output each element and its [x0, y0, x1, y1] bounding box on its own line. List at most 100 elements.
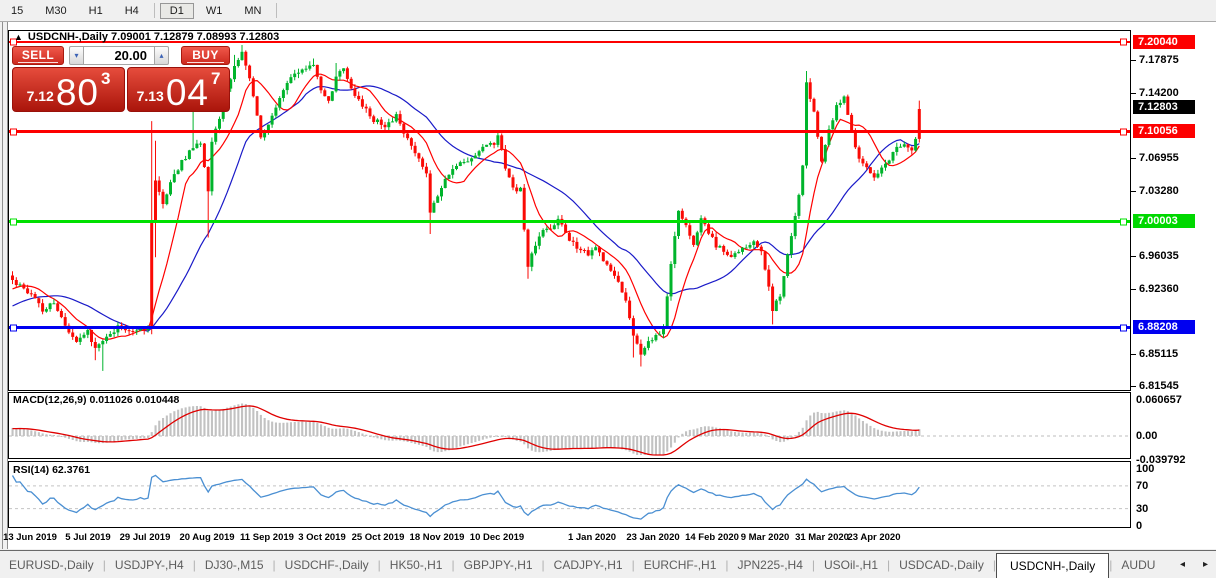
chart-collapse-icon[interactable]: ▲ [14, 32, 23, 42]
rsi-panel-frame [8, 461, 1131, 528]
date-label: 18 Nov 2019 [409, 532, 465, 543]
price-badge-7.00003: 7.00003 [1133, 214, 1195, 229]
toolbar-separator [153, 3, 155, 18]
price-badge-6.88208: 6.88208 [1133, 320, 1195, 334]
date-label: 20 Aug 2019 [179, 532, 235, 543]
price-tick: 6.85115 [1130, 347, 1179, 360]
date-label: 5 Jul 2019 [65, 532, 111, 543]
tab-hk50-h1[interactable]: HK50-,H1 [389, 558, 443, 572]
buy-price-sup: 7 [210, 69, 221, 88]
price-badge-7.10056: 7.10056 [1133, 124, 1195, 139]
macd-indicator-chart[interactable] [9, 393, 1130, 458]
tab-separator: | [1109, 558, 1113, 572]
buy-price-small: 7.13 [136, 88, 164, 104]
timeframe-h4[interactable]: H4 [124, 4, 139, 17]
date-label: 25 Oct 2019 [351, 532, 405, 543]
rsi-axis-label: 100 [1136, 463, 1155, 475]
sell-price-small: 7.12 [26, 88, 54, 104]
tab-audu[interactable]: AUDU [1121, 558, 1156, 572]
horizontal-line-support-7.00003[interactable] [9, 220, 1130, 224]
macd-axis-label: 0.060657 [1136, 394, 1182, 406]
tab-separator: | [102, 558, 106, 572]
tab-eurchf-h1[interactable]: EURCHF-,H1 [643, 558, 717, 572]
tab-jpn225-h4[interactable]: JPN225-,H4 [737, 558, 803, 572]
date-label: 9 Mar 2020 [740, 532, 790, 543]
date-label: 10 Dec 2019 [469, 532, 525, 543]
tab-scroll-right-icon[interactable]: ▸ [1202, 559, 1208, 570]
sell-price-panel[interactable]: 7.12 80 3 [12, 67, 125, 112]
timeframe-w1[interactable]: W1 [205, 4, 223, 17]
tab-separator: | [541, 558, 545, 572]
date-label: 13 Jun 2019 [3, 532, 57, 543]
tab-separator: | [451, 558, 455, 572]
tab-usdchf-daily[interactable]: USDCHF-,Daily [284, 558, 369, 572]
window-left-edge [0, 22, 8, 549]
tab-separator: | [272, 558, 276, 572]
date-label: 1 Jan 2020 [567, 532, 617, 543]
chart-tab-bar: EURUSD-,Daily | USDJPY-,H4 | DJ30-,M15 | USDCH… [0, 550, 1216, 578]
rsi-axis-label: 0 [1136, 519, 1143, 532]
rsi-label: RSI(14) 62.3761 [13, 464, 91, 476]
date-label: 31 Mar 2020 [795, 532, 849, 543]
buy-price-big: 04 [165, 71, 209, 113]
tab-dj30-m15[interactable]: DJ30-,M15 [204, 558, 264, 572]
date-label: 14 Feb 2020 [685, 532, 739, 543]
rsi-indicator-chart[interactable] [9, 462, 1130, 527]
timeframe-m30[interactable]: M30 [45, 4, 67, 17]
date-label: 29 Jul 2019 [119, 532, 171, 543]
chart-title: ▲ USDCNH-,Daily 7.09001 7.12879 7.08993 7… [14, 31, 279, 43]
tab-gbpjpy-h1[interactable]: GBPJPY-,H1 [463, 558, 533, 572]
timeframe-mn[interactable]: MN [244, 4, 262, 17]
price-tick: 7.06955 [1131, 152, 1179, 165]
macd-axis-label: -0.039792 [1136, 453, 1186, 466]
price-tick: 7.03280 [1131, 185, 1179, 198]
horizontal-line-resistance-7.20040[interactable] [9, 41, 1130, 43]
date-label: 23 Jan 2020 [626, 532, 680, 543]
sell-button[interactable]: SELL [12, 46, 64, 65]
tab-separator: | [192, 558, 196, 572]
date-label: 11 Sep 2019 [240, 532, 294, 543]
price-tick: 6.81545 [1131, 379, 1179, 392]
volume-increase-button[interactable]: ▴ [154, 46, 169, 65]
rsi-axis-label: 70 [1136, 479, 1149, 492]
timeframe-h1[interactable]: H1 [88, 4, 103, 17]
tab-scroll-left-icon[interactable]: ◂ [1180, 559, 1186, 570]
tab-eurusd-daily[interactable]: EURUSD-,Daily [9, 558, 94, 572]
tab-separator: | [992, 558, 996, 572]
tab-usdjpy-h4[interactable]: USDJPY-,H4 [114, 558, 184, 572]
price-badge-7.12803: 7.12803 [1133, 99, 1195, 114]
sell-price-sup: 3 [100, 69, 111, 88]
price-tick: 7.14200 [1131, 87, 1179, 100]
volume-input[interactable] [83, 46, 155, 65]
chart-title-text: USDCNH-,Daily 7.09001 7.12879 7.08993 7.… [27, 31, 280, 43]
toolbar-separator [276, 3, 278, 18]
rsi-axis-label: 30 [1136, 502, 1149, 515]
macd-axis-label: 0.00 [1136, 430, 1158, 442]
price-tick: 6.96035 [1131, 249, 1179, 262]
tab-separator: | [725, 558, 729, 572]
horizontal-line-resistance-7.10056[interactable] [9, 130, 1130, 134]
tab-usdcnh-daily[interactable]: USDCNH-,Daily [995, 552, 1110, 578]
tab-cadjpy-h1[interactable]: CADJPY-,H1 [553, 558, 623, 572]
tab-separator: | [887, 558, 891, 572]
buy-price-panel[interactable]: 7.13 04 7 [127, 67, 230, 112]
candlestick-chart[interactable] [9, 31, 1130, 390]
tab-usoil-h1[interactable]: USOil-,H1 [824, 558, 879, 572]
price-badge-7.20040: 7.20040 [1133, 35, 1195, 49]
date-label: 23 Apr 2020 [847, 532, 901, 543]
tab-separator: | [811, 558, 815, 572]
chart-tabs: EURUSD-,Daily | USDJPY-,H4 | DJ30-,M15 | USDCH… [0, 551, 1172, 578]
volume-decrease-button[interactable]: ▾ [69, 46, 84, 65]
tab-separator: | [631, 558, 635, 572]
price-tick: 7.17875 [1131, 54, 1179, 67]
buy-button[interactable]: BUY [181, 46, 230, 65]
horizontal-line-support-6.88208[interactable] [9, 326, 1130, 329]
sell-price-big: 80 [55, 71, 99, 113]
price-tick: 6.92360 [1131, 282, 1179, 295]
tab-usdcad-daily[interactable]: USDCAD-,Daily [899, 558, 984, 572]
macd-label: MACD(12,26,9) 0.011026 0.010448 [13, 394, 180, 406]
timeframe-15[interactable]: 15 [11, 4, 24, 17]
timeframe-d1[interactable]: D1 [159, 2, 194, 19]
timeframe-toolbar: 15 M30 H1 H4 D1 W1 MN [0, 0, 1216, 22]
